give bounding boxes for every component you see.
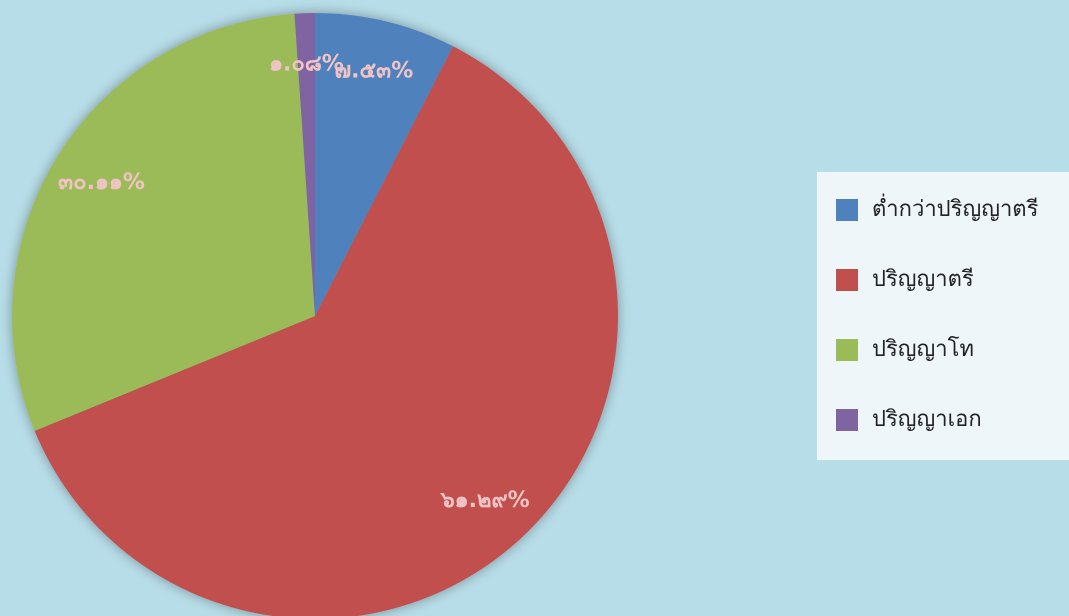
legend-box bbox=[817, 172, 1069, 460]
legend-swatch bbox=[836, 199, 858, 221]
pie-slice bbox=[294, 13, 315, 316]
legend-label: ปริญญาตรี bbox=[872, 267, 974, 292]
pie-slice bbox=[315, 13, 454, 316]
data-label: ๑.๐๘% bbox=[269, 52, 344, 77]
legend-label: ต่ำกว่าปริญญาตรี bbox=[872, 193, 1039, 222]
data-label: ๓๐.๑๑% bbox=[58, 170, 145, 195]
pie-slice bbox=[12, 13, 316, 431]
legend-swatch bbox=[836, 339, 858, 361]
legend-swatch bbox=[836, 269, 858, 291]
pie-slice bbox=[34, 46, 618, 616]
legend-label: ปริญญาโท bbox=[872, 336, 974, 362]
data-label: ๖๑.๒๙% bbox=[440, 488, 530, 513]
data-label: ๗.๕๓% bbox=[335, 59, 414, 84]
legend-swatch bbox=[836, 409, 858, 431]
legend-label: ปริญญาเอก bbox=[872, 407, 982, 432]
pie bbox=[12, 13, 618, 616]
